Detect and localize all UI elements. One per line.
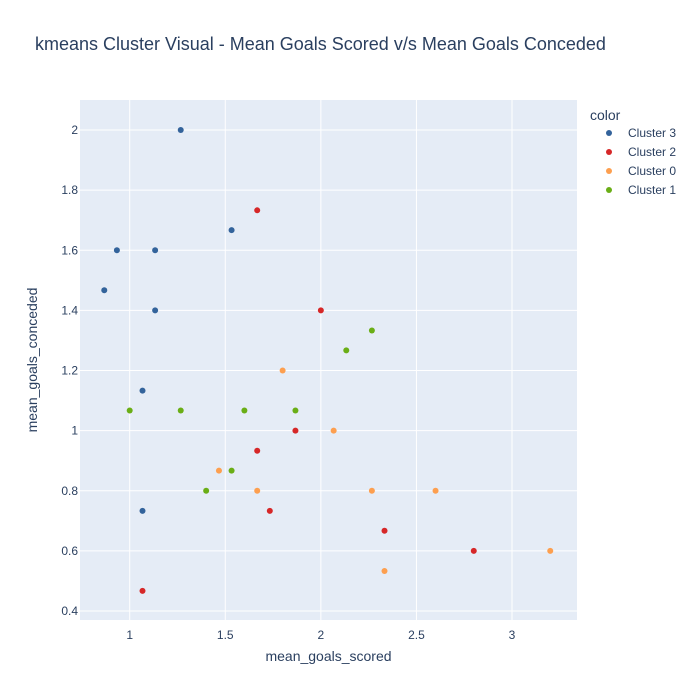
data-point <box>152 307 159 314</box>
y-tick-label: 2 <box>71 123 78 137</box>
data-point <box>177 407 184 414</box>
data-point <box>266 507 273 514</box>
x-tick-label: 2.5 <box>408 628 425 642</box>
y-tick-label: 0.6 <box>61 544 78 558</box>
data-point <box>317 307 324 314</box>
legend-marker <box>606 130 612 136</box>
legend-marker <box>606 187 612 193</box>
legend-title: color <box>590 107 621 123</box>
legend-marker <box>606 149 612 155</box>
legend-marker <box>606 168 612 174</box>
data-point <box>139 387 146 394</box>
plot-area <box>80 100 577 620</box>
series-cluster-3 <box>101 127 235 514</box>
data-point <box>368 487 375 494</box>
data-point <box>254 207 261 214</box>
data-point <box>470 547 477 554</box>
x-tick-label: 3 <box>509 628 516 642</box>
legend-item[interactable]: Cluster 3 <box>606 126 676 140</box>
data-point <box>279 367 286 374</box>
data-point <box>330 427 337 434</box>
y-tick-label: 1 <box>71 424 78 438</box>
data-point <box>215 467 222 474</box>
data-point <box>113 247 120 254</box>
data-point <box>228 467 235 474</box>
data-point <box>139 507 146 514</box>
legend-item[interactable]: Cluster 1 <box>606 183 676 197</box>
series-cluster-0 <box>215 367 554 575</box>
data-point <box>126 407 133 414</box>
chart-title: kmeans Cluster Visual - Mean Goals Score… <box>35 34 606 54</box>
data-point <box>254 487 261 494</box>
y-tick-label: 1.2 <box>61 364 78 378</box>
data-point <box>241 407 248 414</box>
legend-item[interactable]: Cluster 0 <box>606 164 676 178</box>
data-point <box>292 427 299 434</box>
data-point <box>228 227 235 234</box>
data-point <box>547 547 554 554</box>
data-point <box>254 447 261 454</box>
data-point <box>343 347 350 354</box>
x-tick-label: 1 <box>126 628 133 642</box>
data-point <box>203 487 210 494</box>
y-tick-label: 1.6 <box>61 243 78 257</box>
y-tick-label: 0.4 <box>61 604 78 618</box>
y-axis-ticks: 0.4 0.6 0.8 1 1.2 1.4 1.6 1.8 2 <box>61 123 78 618</box>
data-point <box>152 247 159 254</box>
x-axis-title: mean_goals_scored <box>265 648 391 664</box>
y-tick-label: 1.8 <box>61 183 78 197</box>
legend: color Cluster 3 Cluster 2 Cluster 0 Cluster… <box>590 107 676 197</box>
x-axis-ticks: 1 1.5 2 2.5 3 <box>126 628 515 642</box>
series-cluster-2 <box>139 207 477 594</box>
data-point <box>432 487 439 494</box>
legend-label: Cluster 2 <box>628 145 676 159</box>
data-point <box>177 127 184 134</box>
series-cluster-1 <box>126 327 375 494</box>
legend-label: Cluster 1 <box>628 183 676 197</box>
y-tick-label: 0.8 <box>61 484 78 498</box>
y-axis-title: mean_goals_conceded <box>24 288 40 433</box>
data-point <box>139 587 146 594</box>
grid-lines <box>80 100 577 620</box>
data-points <box>101 127 554 594</box>
data-point <box>381 527 388 534</box>
legend-item[interactable]: Cluster 2 <box>606 145 676 159</box>
legend-label: Cluster 3 <box>628 126 676 140</box>
data-point <box>381 568 388 575</box>
data-point <box>101 287 108 294</box>
y-tick-label: 1.4 <box>61 303 78 317</box>
x-tick-label: 2 <box>318 628 325 642</box>
data-point <box>368 327 375 334</box>
x-tick-label: 1.5 <box>217 628 234 642</box>
data-point <box>292 407 299 414</box>
legend-label: Cluster 0 <box>628 164 676 178</box>
